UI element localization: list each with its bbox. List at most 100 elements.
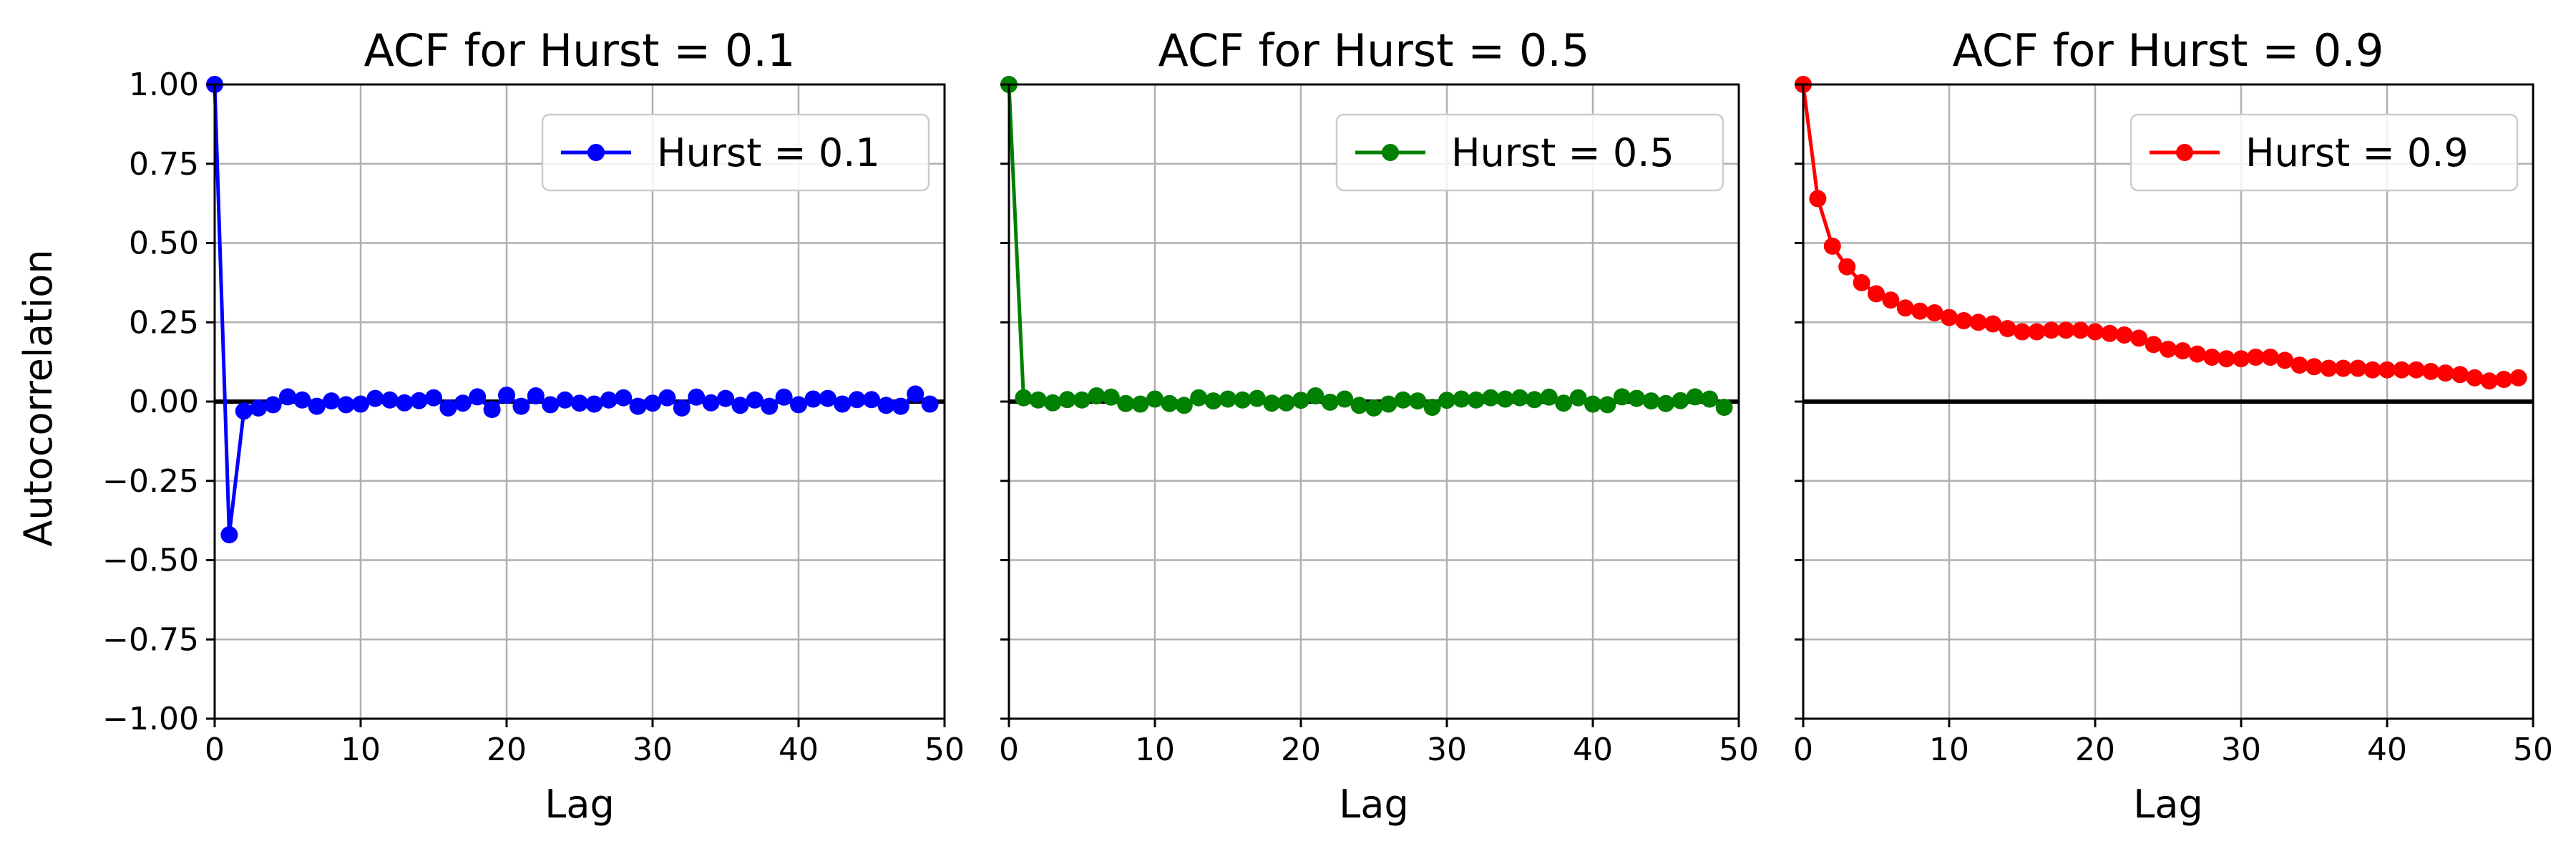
y-tick-label: 1.00 <box>129 67 199 103</box>
chart-title: ACF for Hurst = 0.1 <box>364 24 796 77</box>
data-point <box>1555 394 1573 412</box>
legend-box <box>1335 113 1724 192</box>
data-point <box>2509 369 2527 387</box>
y-tick-label: 0.50 <box>129 225 199 262</box>
legend-label: Hurst = 0.9 <box>2245 130 2469 175</box>
y-tick-label: −0.25 <box>102 463 199 500</box>
data-point <box>381 391 399 409</box>
data-point <box>1365 399 1382 417</box>
data-point <box>2306 358 2323 376</box>
data-point <box>1896 299 1914 317</box>
data-point <box>1642 392 1660 410</box>
data-point <box>250 399 268 417</box>
data-point <box>1941 309 1958 326</box>
data-point <box>396 394 414 412</box>
data-point <box>1838 258 1856 276</box>
data-point <box>1823 237 1841 255</box>
data-point <box>1204 392 1222 410</box>
legend-marker <box>587 144 605 161</box>
x-axis-label: Lag <box>1339 782 1408 827</box>
data-point <box>2436 364 2454 382</box>
data-point <box>1263 394 1281 412</box>
data-point <box>2495 371 2513 388</box>
data-point <box>1672 392 1689 409</box>
data-point <box>600 391 618 409</box>
data-point <box>264 396 282 414</box>
data-point <box>1219 390 1236 408</box>
data-point <box>2145 336 2162 354</box>
legend-marker <box>1382 144 1399 161</box>
data-point <box>1613 388 1631 406</box>
shared-y-axis-label: Autocorrelation <box>16 249 61 546</box>
data-point <box>1686 388 1704 406</box>
data-point <box>1911 302 1929 320</box>
data-point <box>1058 391 1076 409</box>
data-point <box>1482 389 1500 407</box>
data-point <box>658 389 676 407</box>
data-point <box>1853 273 1870 291</box>
data-point <box>439 399 457 417</box>
data-point <box>1350 397 1368 414</box>
data-point <box>1628 389 1646 407</box>
chart-panel-hurst-0-9: 0 10 20 30 40 50 ACF for Hurst = 0.9 Lag Hurst =… <box>1793 24 2553 827</box>
x-tick-label: 40 <box>1573 732 1613 768</box>
x-tick-label: 50 <box>1719 732 1759 768</box>
data-point <box>2320 359 2338 377</box>
data-point <box>1394 391 1412 409</box>
x-tick-label: 0 <box>999 732 1019 768</box>
data-point <box>1438 392 1455 409</box>
legend-box <box>2129 113 2519 192</box>
data-point <box>1496 390 1514 408</box>
data-point <box>352 395 369 413</box>
y-tick-label: 0.00 <box>129 384 199 420</box>
data-point <box>848 391 866 409</box>
data-point <box>2407 361 2425 379</box>
x-tick-label: 50 <box>2513 732 2553 768</box>
x-tick-label: 20 <box>487 732 527 768</box>
data-point <box>425 389 442 407</box>
x-tick-label: 20 <box>1281 732 1321 768</box>
data-point <box>571 394 588 412</box>
data-point <box>921 395 939 413</box>
data-point <box>731 397 749 414</box>
data-point <box>366 389 384 407</box>
data-point <box>1336 390 1354 408</box>
data-point <box>1117 394 1135 412</box>
data-point <box>1999 320 2016 338</box>
data-point <box>1955 312 1973 329</box>
legend-label: Hurst = 0.1 <box>657 130 880 175</box>
y-tick-label: −0.75 <box>102 621 199 658</box>
data-point <box>1146 390 1163 408</box>
data-point <box>220 526 238 544</box>
data-point <box>2233 350 2250 368</box>
data-point <box>2451 366 2469 384</box>
data-point <box>1248 389 1266 407</box>
y-tick-label: −1.00 <box>102 701 199 737</box>
data-point <box>1321 393 1339 411</box>
data-point <box>1073 391 1091 409</box>
x-tick-label: 30 <box>633 732 673 768</box>
data-point <box>2057 321 2075 339</box>
data-point <box>2261 349 2279 366</box>
data-point <box>454 394 472 412</box>
data-point <box>2363 361 2381 379</box>
data-point <box>717 389 734 407</box>
x-axis-label: Lag <box>2133 782 2202 827</box>
data-point <box>2422 362 2440 380</box>
legend: Hurst = 0.5 <box>1335 113 1724 192</box>
data-point <box>2349 359 2367 377</box>
data-point <box>1657 394 1674 412</box>
x-axis-label: Lag <box>545 782 614 827</box>
legend-marker <box>2176 144 2193 161</box>
data-point <box>1569 389 1587 407</box>
data-point <box>2160 340 2177 358</box>
data-point <box>629 397 647 415</box>
chart-panel-hurst-0-1: 0 10 20 30 40 50 −1.00 −0.75 −0.50 −0.25 0.00 0.25 0… <box>102 24 965 827</box>
data-point <box>1234 391 1252 409</box>
data-point <box>1190 389 1208 407</box>
x-tick-label: 50 <box>924 732 965 768</box>
data-point <box>2247 349 2265 366</box>
chart-title: ACF for Hurst = 0.5 <box>1158 24 1590 77</box>
data-point <box>819 389 836 407</box>
